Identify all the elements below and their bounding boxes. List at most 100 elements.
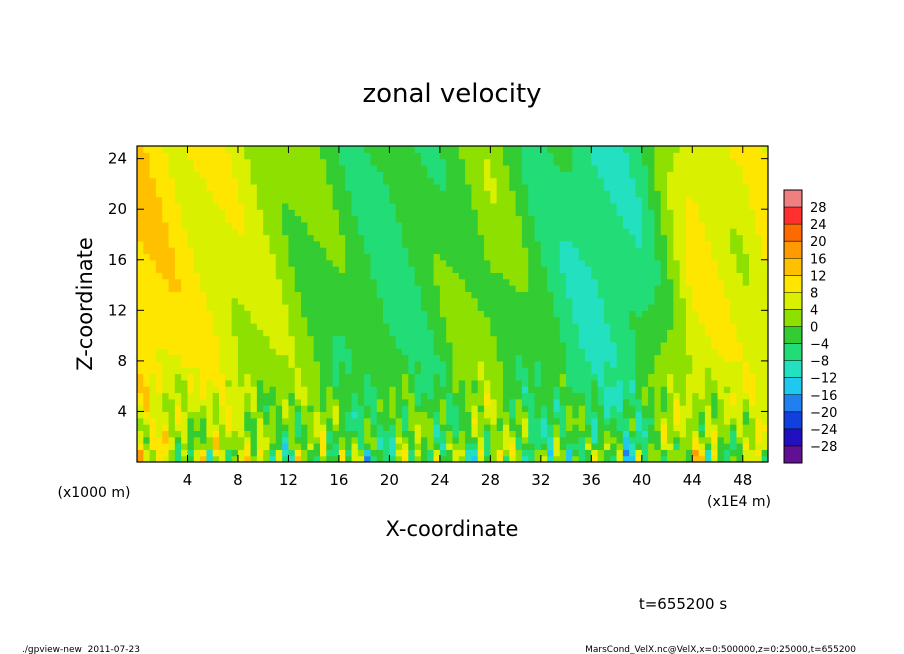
heatmap-cell xyxy=(711,278,719,286)
heatmap-cell xyxy=(427,164,435,172)
heatmap-cell xyxy=(439,455,447,462)
heatmap-cell xyxy=(244,304,252,311)
heatmap-cell xyxy=(465,411,473,419)
heatmap-cell xyxy=(275,240,283,248)
heatmap-cell xyxy=(616,297,624,305)
heatmap-cell xyxy=(237,405,245,413)
heatmap-cell xyxy=(515,285,523,292)
heatmap-cell xyxy=(585,266,592,273)
heatmap-cell xyxy=(515,430,523,438)
heatmap-cell xyxy=(622,430,630,438)
heatmap-cell xyxy=(193,183,201,191)
heatmap-cell xyxy=(162,316,170,324)
heatmap-cell xyxy=(515,424,523,431)
heatmap-cell xyxy=(730,354,738,362)
heatmap-cell xyxy=(641,228,649,236)
heatmap-cell xyxy=(402,354,409,362)
heatmap-cell xyxy=(345,221,353,229)
heatmap-cell xyxy=(471,228,479,236)
heatmap-cell xyxy=(654,266,662,273)
heatmap-cell xyxy=(389,221,397,229)
heatmap-cell xyxy=(591,164,599,172)
heatmap-cell xyxy=(383,398,390,406)
heatmap-cell xyxy=(256,146,264,153)
heatmap-cell xyxy=(540,291,548,299)
heatmap-cell xyxy=(313,373,321,381)
heatmap-cell xyxy=(395,348,403,356)
heatmap-cell xyxy=(616,247,624,255)
heatmap-cell xyxy=(237,304,245,311)
heatmap-cell xyxy=(162,341,170,349)
heatmap-cell xyxy=(345,253,353,261)
heatmap-cell xyxy=(345,234,353,242)
heatmap-cell xyxy=(162,240,170,248)
heatmap-cell xyxy=(610,348,618,356)
heatmap-cell xyxy=(603,329,611,337)
heatmap-cell xyxy=(288,455,296,462)
heatmap-cell xyxy=(137,310,144,318)
heatmap-cell xyxy=(225,373,233,381)
heatmap-cell xyxy=(755,341,763,349)
heatmap-cell xyxy=(572,411,580,419)
heatmap-cell xyxy=(187,234,195,242)
heatmap-cell xyxy=(364,152,372,160)
heatmap-cell xyxy=(288,177,296,185)
heatmap-cell xyxy=(370,322,378,330)
heatmap-cell xyxy=(717,455,725,462)
heatmap-cell xyxy=(193,322,201,330)
heatmap-cell xyxy=(502,209,510,217)
heatmap-cell xyxy=(345,259,353,267)
heatmap-cell xyxy=(162,278,170,286)
heatmap-cell xyxy=(408,240,416,248)
heatmap-cell xyxy=(357,266,365,273)
heatmap-cell xyxy=(326,291,334,299)
heatmap-cell xyxy=(200,164,208,172)
heatmap-cell xyxy=(244,430,252,438)
heatmap-cell xyxy=(275,386,283,394)
heatmap-cell xyxy=(345,430,353,438)
heatmap-cell xyxy=(452,360,460,368)
heatmap-cell xyxy=(408,329,416,337)
heatmap-cell xyxy=(402,247,409,255)
heatmap-cell xyxy=(181,310,189,318)
heatmap-cell xyxy=(219,436,226,444)
heatmap-cell xyxy=(755,209,763,217)
heatmap-cell xyxy=(193,190,201,198)
heatmap-cell xyxy=(685,411,693,419)
heatmap-cell xyxy=(370,373,378,381)
heatmap-cell xyxy=(723,443,731,450)
heatmap-cell xyxy=(200,240,208,248)
heatmap-cell xyxy=(143,221,151,229)
heatmap-cell xyxy=(458,228,466,236)
heatmap-cell xyxy=(736,278,744,286)
heatmap-cell xyxy=(383,386,390,394)
heatmap-cell xyxy=(559,272,567,280)
heatmap-cell xyxy=(301,405,308,413)
heatmap-cell xyxy=(206,146,214,153)
heatmap-cell xyxy=(282,392,290,400)
heatmap-cell xyxy=(225,266,233,273)
heatmap-cell xyxy=(692,449,700,457)
heatmap-cell xyxy=(692,392,700,400)
heatmap-cell xyxy=(338,221,346,229)
heatmap-cell xyxy=(692,278,700,286)
heatmap-cell xyxy=(559,379,567,387)
heatmap-cell xyxy=(711,322,719,330)
heatmap-cell xyxy=(521,259,529,267)
heatmap-cell xyxy=(149,247,157,255)
heatmap-cell xyxy=(408,405,416,413)
heatmap-cell xyxy=(206,183,214,191)
heatmap-cell xyxy=(736,272,744,280)
heatmap-cell xyxy=(648,158,656,166)
heatmap-cell xyxy=(212,146,220,153)
heatmap-cell xyxy=(326,392,334,400)
heatmap-cell xyxy=(749,310,756,318)
heatmap-cell xyxy=(502,430,510,438)
heatmap-cell xyxy=(408,209,416,217)
heatmap-cell xyxy=(490,322,498,330)
heatmap-cell xyxy=(364,455,372,462)
heatmap-cell xyxy=(414,436,422,444)
heatmap-cell xyxy=(509,455,517,462)
heatmap-cell xyxy=(143,455,151,462)
heatmap-cell xyxy=(635,322,643,330)
